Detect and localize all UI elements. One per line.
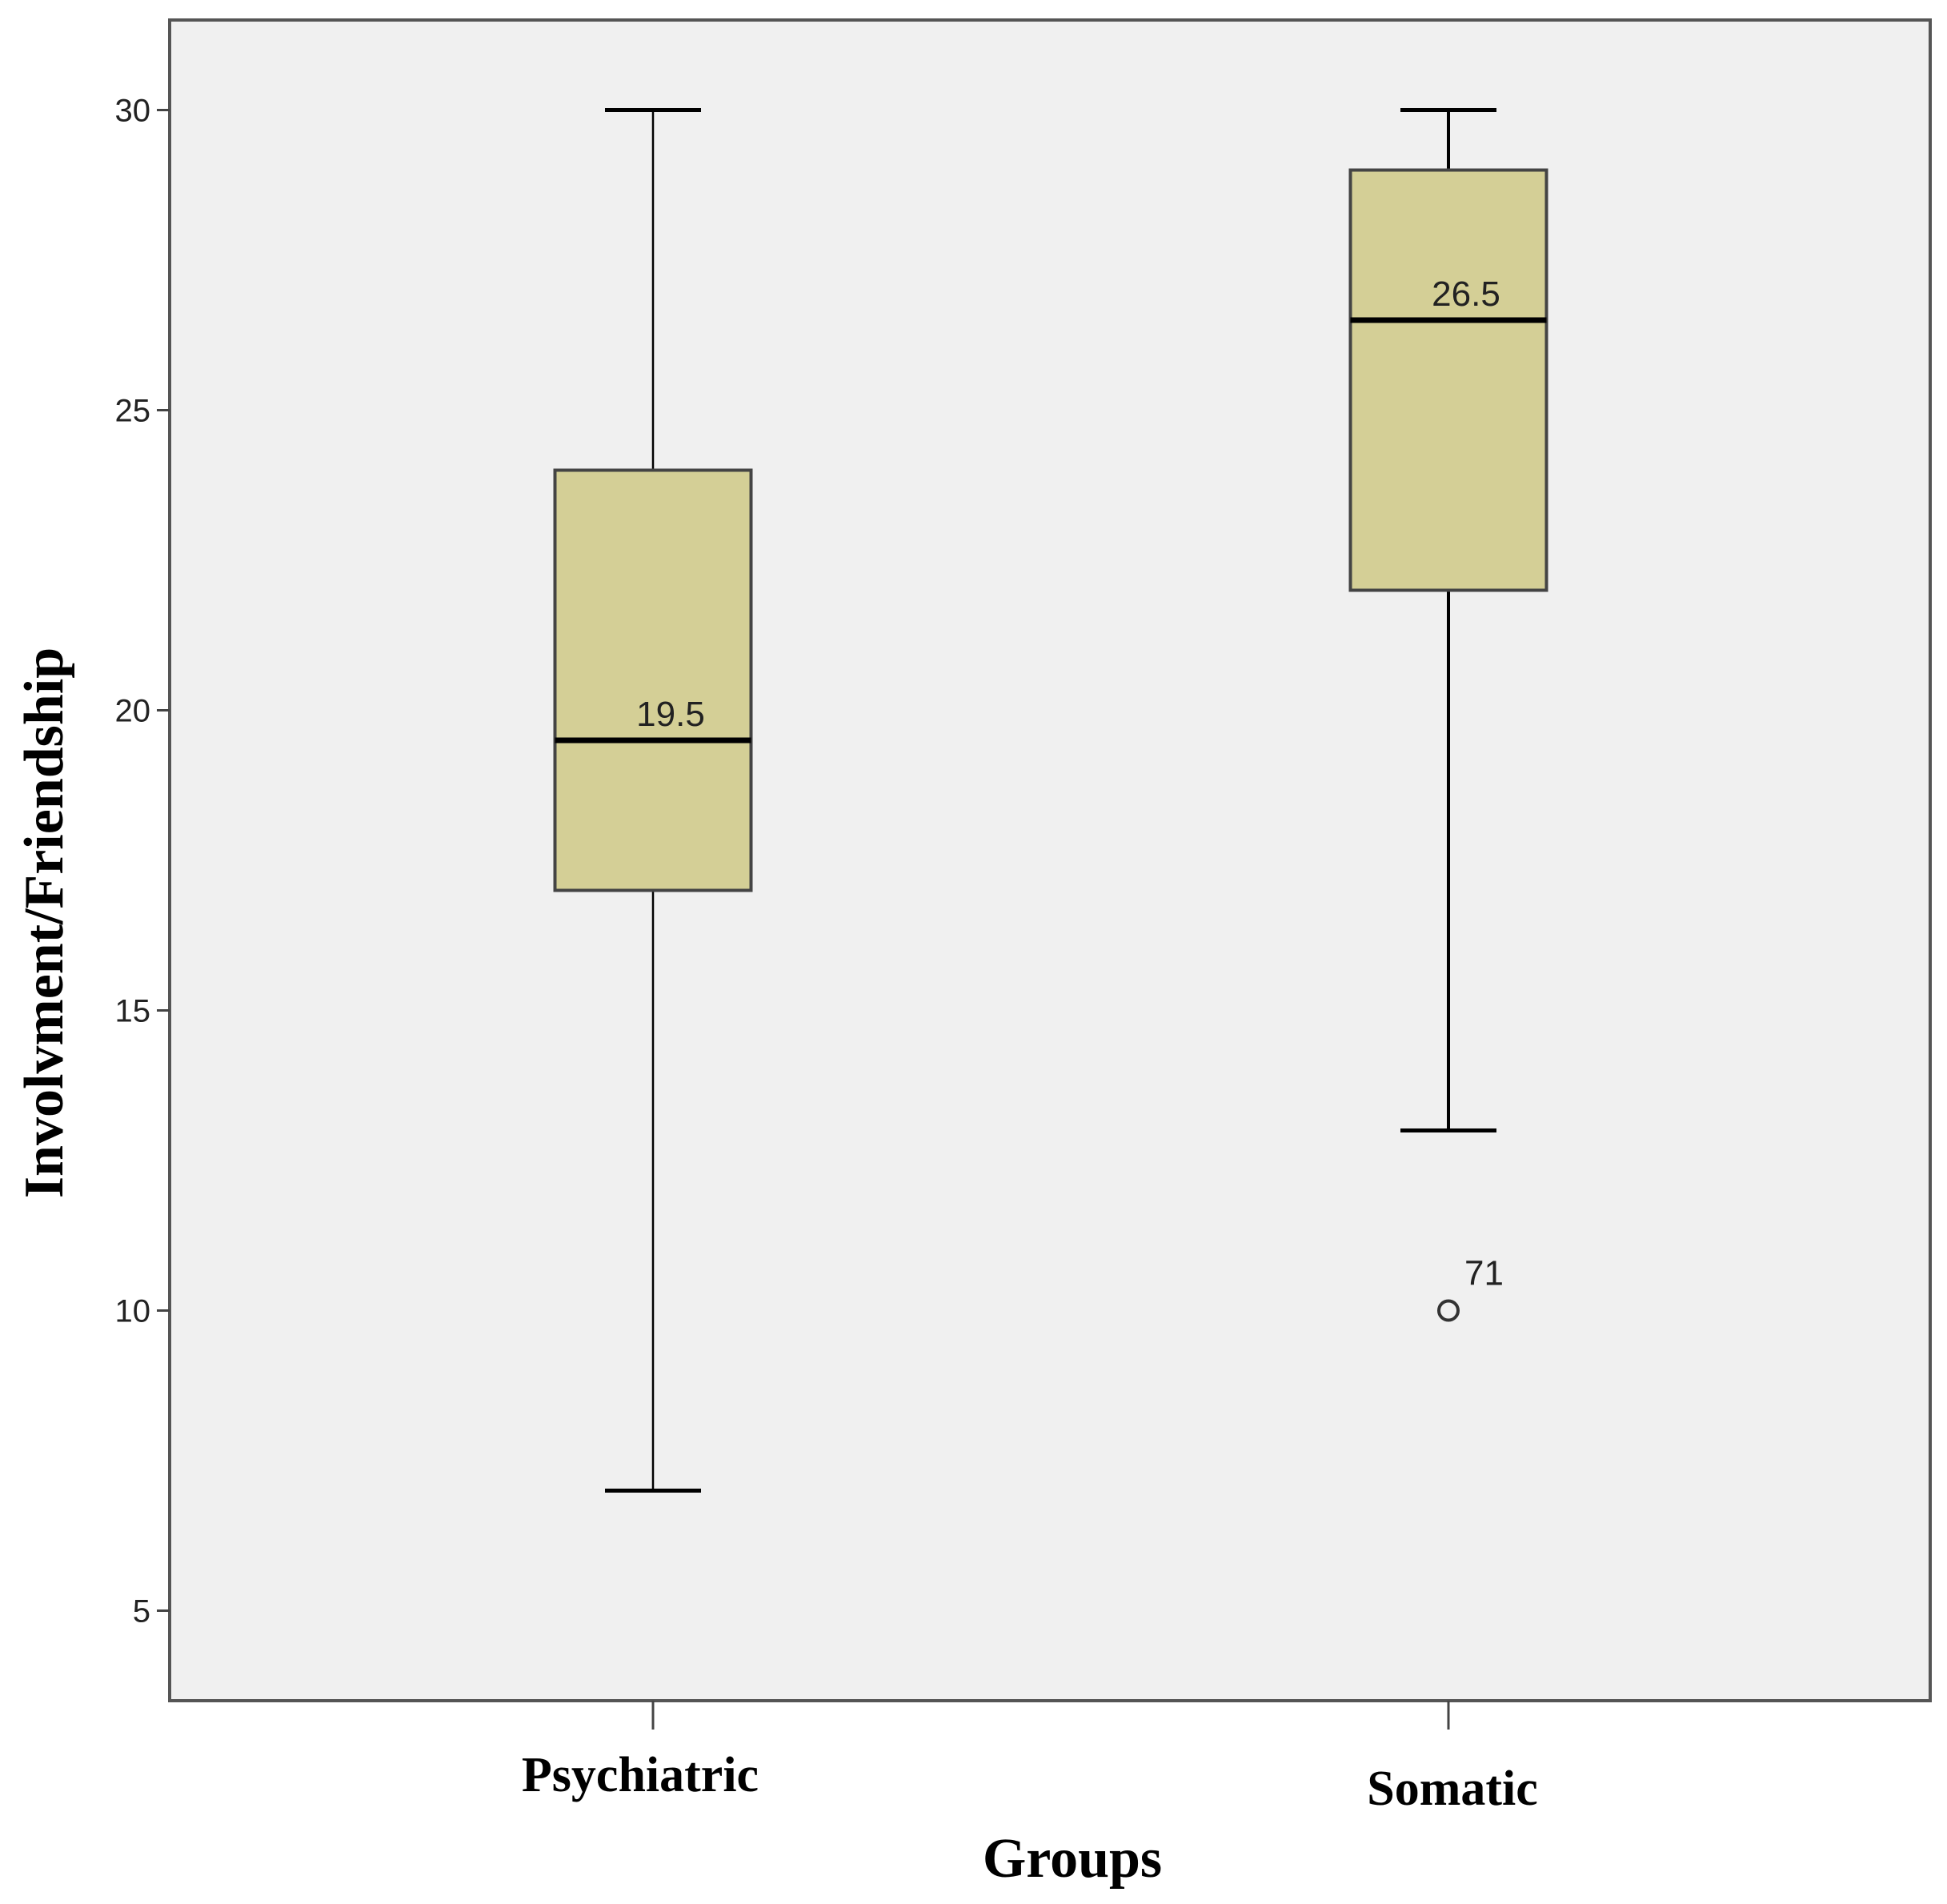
y-tick-label: 10 (115, 1294, 151, 1329)
y-tick-label: 30 (115, 94, 151, 129)
x-axis: Psychiatric Somatic (522, 1701, 1538, 1816)
category-label: Somatic (1367, 1762, 1538, 1816)
y-tick-label: 5 (133, 1594, 150, 1629)
iqr-box (553, 468, 753, 892)
category-label: Psychiatric (522, 1748, 759, 1802)
median-label: 19.5 (636, 695, 705, 734)
y-tick-label: 25 (115, 394, 151, 429)
box-psychiatric: 19.5 (553, 108, 753, 1493)
y-axis: 5 10 15 20 25 30 (115, 94, 170, 1629)
iqr-box (1348, 168, 1548, 592)
x-axis-title: Groups (983, 1828, 1162, 1890)
y-tick-label: 15 (115, 994, 151, 1029)
boxes-layer: 19.5 26.5 71 (553, 108, 1548, 1493)
box-somatic: 26.5 71 (1348, 108, 1548, 1322)
y-axis-title: Involvment/Friendship (14, 647, 75, 1198)
y-tick-label: 20 (115, 694, 151, 729)
outlier-point (1437, 1299, 1460, 1322)
plot-area (168, 18, 1932, 1702)
outlier-label: 71 (1464, 1254, 1504, 1293)
median-label: 26.5 (1432, 275, 1500, 314)
